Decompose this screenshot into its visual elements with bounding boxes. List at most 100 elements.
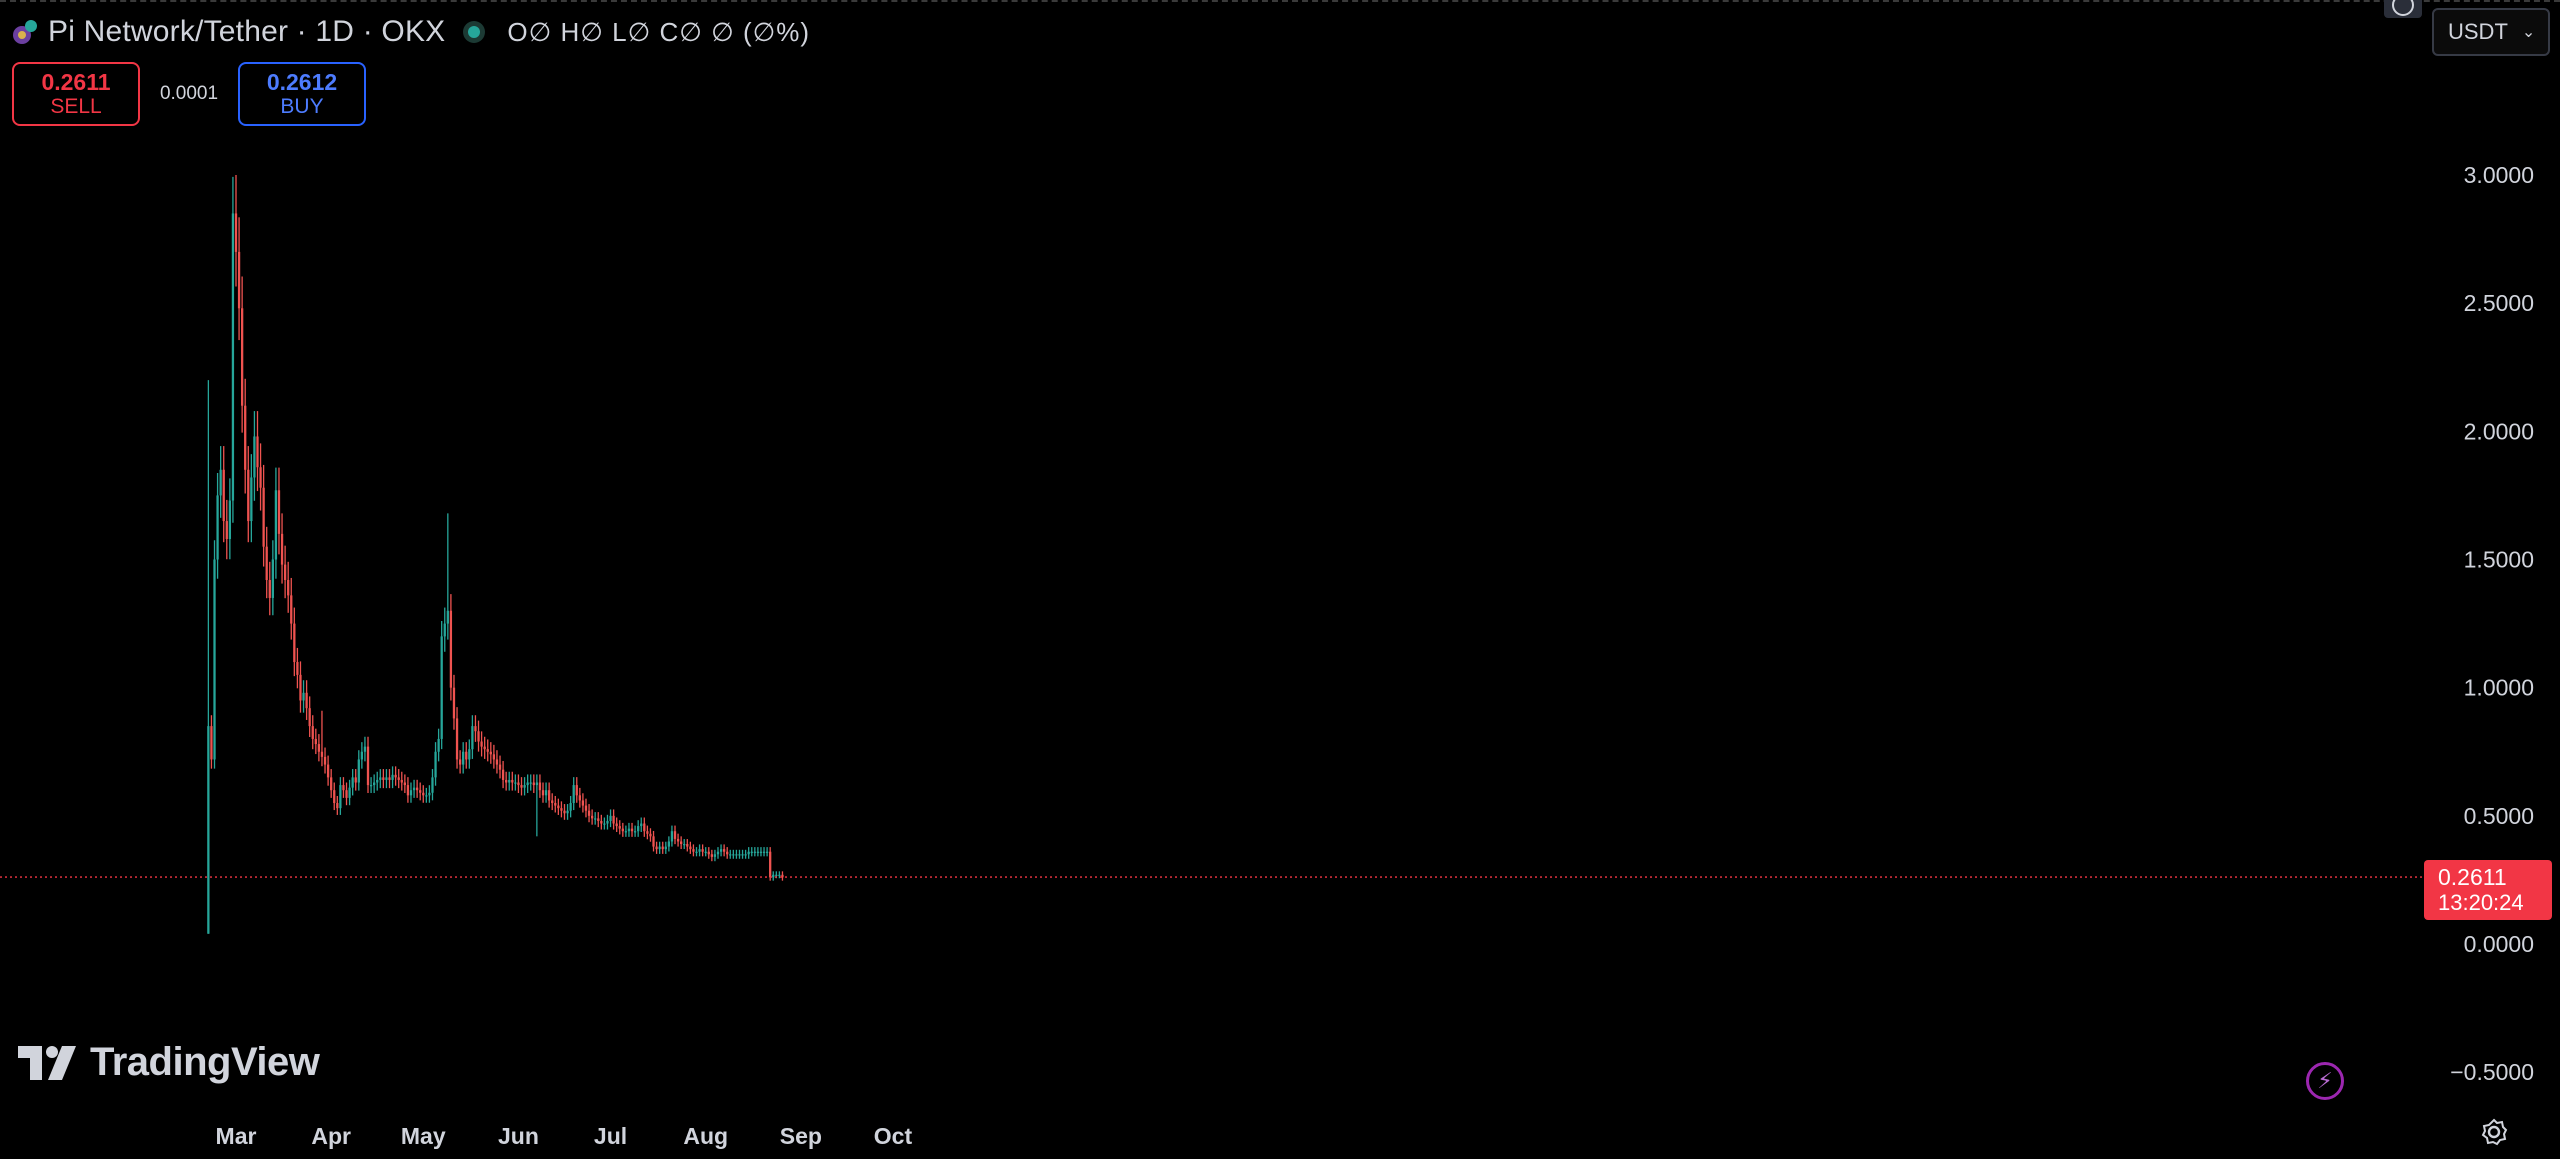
candle-body <box>594 818 597 820</box>
candle-body <box>658 846 661 850</box>
candle-body <box>566 810 569 814</box>
candle-body <box>652 836 655 847</box>
market-status-dot-icon[interactable] <box>463 21 486 43</box>
y-tick-label: 0.5000 <box>2464 803 2534 829</box>
sell-button[interactable]: 0.2611 SELL <box>12 62 140 126</box>
candle-body <box>280 533 284 565</box>
gear-icon[interactable] <box>2480 1118 2508 1146</box>
candle-body <box>762 851 766 853</box>
candle-body <box>428 792 431 796</box>
candle-body <box>514 782 517 784</box>
candle-body <box>710 854 713 857</box>
candle-body <box>366 746 370 786</box>
candle-body <box>726 851 729 855</box>
buy-price: 0.2612 <box>266 69 338 95</box>
candle-body <box>345 790 348 798</box>
candle-body <box>351 777 354 788</box>
candle-body <box>452 687 456 719</box>
candle-body <box>729 854 732 856</box>
candle-body <box>333 790 336 804</box>
candle-body <box>287 580 290 596</box>
candle-body <box>400 779 403 783</box>
candle-body <box>388 777 391 780</box>
candle-body <box>698 849 701 852</box>
candle-body <box>425 795 428 797</box>
candle-body <box>505 779 508 783</box>
candle-body <box>293 623 296 663</box>
candle-body <box>234 213 238 252</box>
compare-button[interactable] <box>2384 0 2422 18</box>
candle-body <box>501 769 505 780</box>
y-tick-label: 2.5000 <box>2464 290 2534 316</box>
candle-body <box>342 785 345 791</box>
buy-button[interactable]: 0.2612 BUY <box>238 62 366 126</box>
candle-body <box>695 851 698 853</box>
candle-body <box>664 846 667 850</box>
lightning-icon[interactable]: ⚡ <box>2306 1062 2344 1100</box>
candle-body <box>271 559 274 598</box>
candle-body <box>511 779 514 783</box>
candle-body <box>547 790 551 801</box>
candle-body <box>431 777 434 793</box>
candle-body <box>440 636 443 739</box>
candle-body <box>437 738 440 752</box>
candle-body <box>296 662 299 675</box>
candle-body <box>302 692 305 701</box>
candle-body <box>765 851 769 853</box>
y-tick-label: 0.0000 <box>2464 931 2534 957</box>
candle-body <box>363 746 367 752</box>
candle-body <box>704 851 707 853</box>
candle-body <box>397 777 400 780</box>
x-tick-label: Oct <box>874 1123 913 1149</box>
symbol-title[interactable]: Pi Network/Tether · 1D · OKX <box>48 15 446 48</box>
candle-body <box>544 790 548 796</box>
candle-body <box>686 844 689 847</box>
candle-body <box>434 751 437 778</box>
candle-body <box>274 490 278 560</box>
candle-body <box>231 213 235 501</box>
x-axis: Mar Apr May Jun Jul Aug Sep Oct <box>216 1123 913 1149</box>
candle-body <box>680 841 683 845</box>
spread-value: 0.0001 <box>159 83 219 104</box>
candle-body <box>468 749 471 760</box>
tradingview-logo[interactable]: TradingView <box>18 1040 320 1085</box>
candle-body <box>597 818 600 821</box>
candle-body <box>471 726 474 750</box>
candle-body <box>508 779 511 783</box>
candle-body <box>247 469 250 522</box>
candle-body <box>213 559 216 760</box>
candle-body <box>446 610 449 624</box>
currency-select[interactable]: USDT ⌄ <box>2432 8 2550 56</box>
candle-body <box>655 846 658 850</box>
candle-body <box>323 756 327 765</box>
candle-body <box>590 815 594 819</box>
candle-body <box>535 782 539 786</box>
candle-body <box>633 831 637 833</box>
candle-body <box>354 777 357 783</box>
candle-body <box>781 874 784 878</box>
candle-body <box>369 785 373 787</box>
candle-body <box>612 815 615 824</box>
candle-body <box>775 874 778 876</box>
candle-body <box>713 854 717 857</box>
candle-body <box>259 467 262 488</box>
x-tick-label: Apr <box>311 1123 351 1149</box>
candle-body <box>268 580 271 598</box>
candle-body <box>406 785 410 796</box>
candle-body <box>336 803 339 809</box>
candle-body <box>265 546 268 581</box>
candle-body <box>676 838 680 842</box>
x-tick-label: Aug <box>683 1123 728 1149</box>
candle-body <box>741 854 744 856</box>
candle-body <box>415 787 419 791</box>
candle-body <box>412 787 416 791</box>
candle-body <box>339 785 342 809</box>
candle-body <box>707 851 710 855</box>
candle-body <box>465 751 468 760</box>
candle-body <box>532 782 535 786</box>
candle-body <box>290 595 293 624</box>
candle-body <box>581 800 585 806</box>
candle-body <box>477 731 480 742</box>
candle-body <box>373 782 376 786</box>
